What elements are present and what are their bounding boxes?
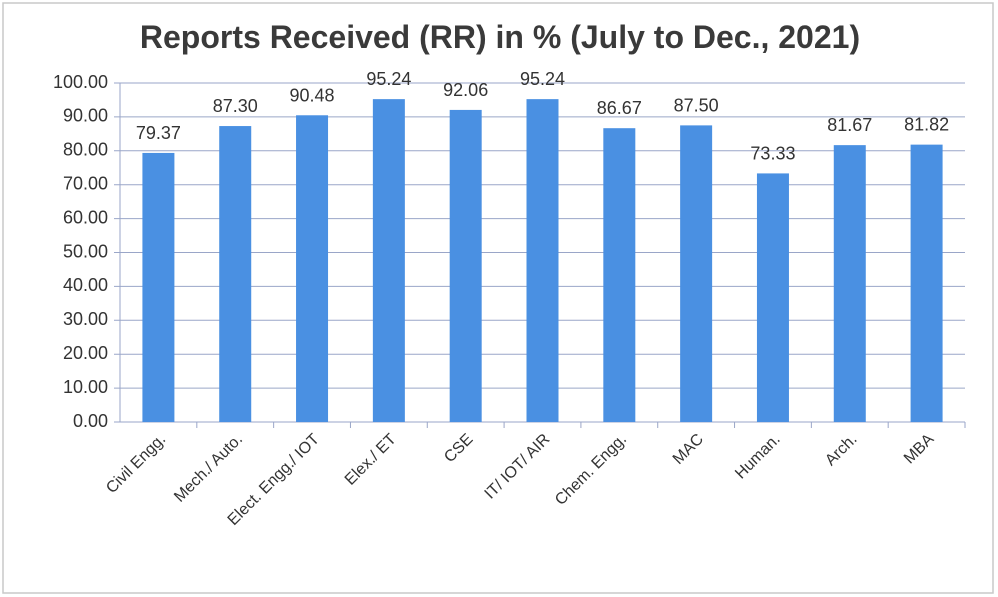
value-label: 73.33 [750,143,795,163]
bar [219,126,252,422]
value-label: 86.67 [597,98,642,118]
bar [449,109,482,423]
bar [603,128,636,422]
y-tick-label: 20.00 [63,343,108,363]
y-tick-label: 0.00 [73,411,108,431]
y-tick-label: 30.00 [63,309,108,329]
y-tick-label: 10.00 [63,377,108,397]
value-label: 81.82 [904,115,949,135]
value-label: 79.37 [136,123,181,143]
value-label: 92.06 [443,80,488,100]
bar [142,152,175,422]
y-tick-label: 100.00 [53,72,108,92]
value-label: 95.24 [366,69,411,89]
bar [372,99,405,422]
y-tick-label: 80.00 [63,140,108,160]
bar [910,144,943,423]
y-tick-label: 50.00 [63,241,108,261]
value-label: 87.50 [674,95,719,115]
bar [756,173,789,422]
value-label: 81.67 [827,115,872,135]
value-label: 87.30 [213,96,258,116]
y-tick-label: 40.00 [63,275,108,295]
bar [296,115,329,422]
y-tick-label: 60.00 [63,207,108,227]
value-label: 90.48 [290,85,335,105]
value-label: 95.24 [520,69,565,89]
chart-title: Reports Received (RR) in % (July to Dec.… [140,19,860,55]
y-tick-label: 90.00 [63,106,108,126]
bar [526,99,559,422]
bar [833,145,866,422]
bar [680,125,713,422]
y-tick-label: 70.00 [63,173,108,193]
